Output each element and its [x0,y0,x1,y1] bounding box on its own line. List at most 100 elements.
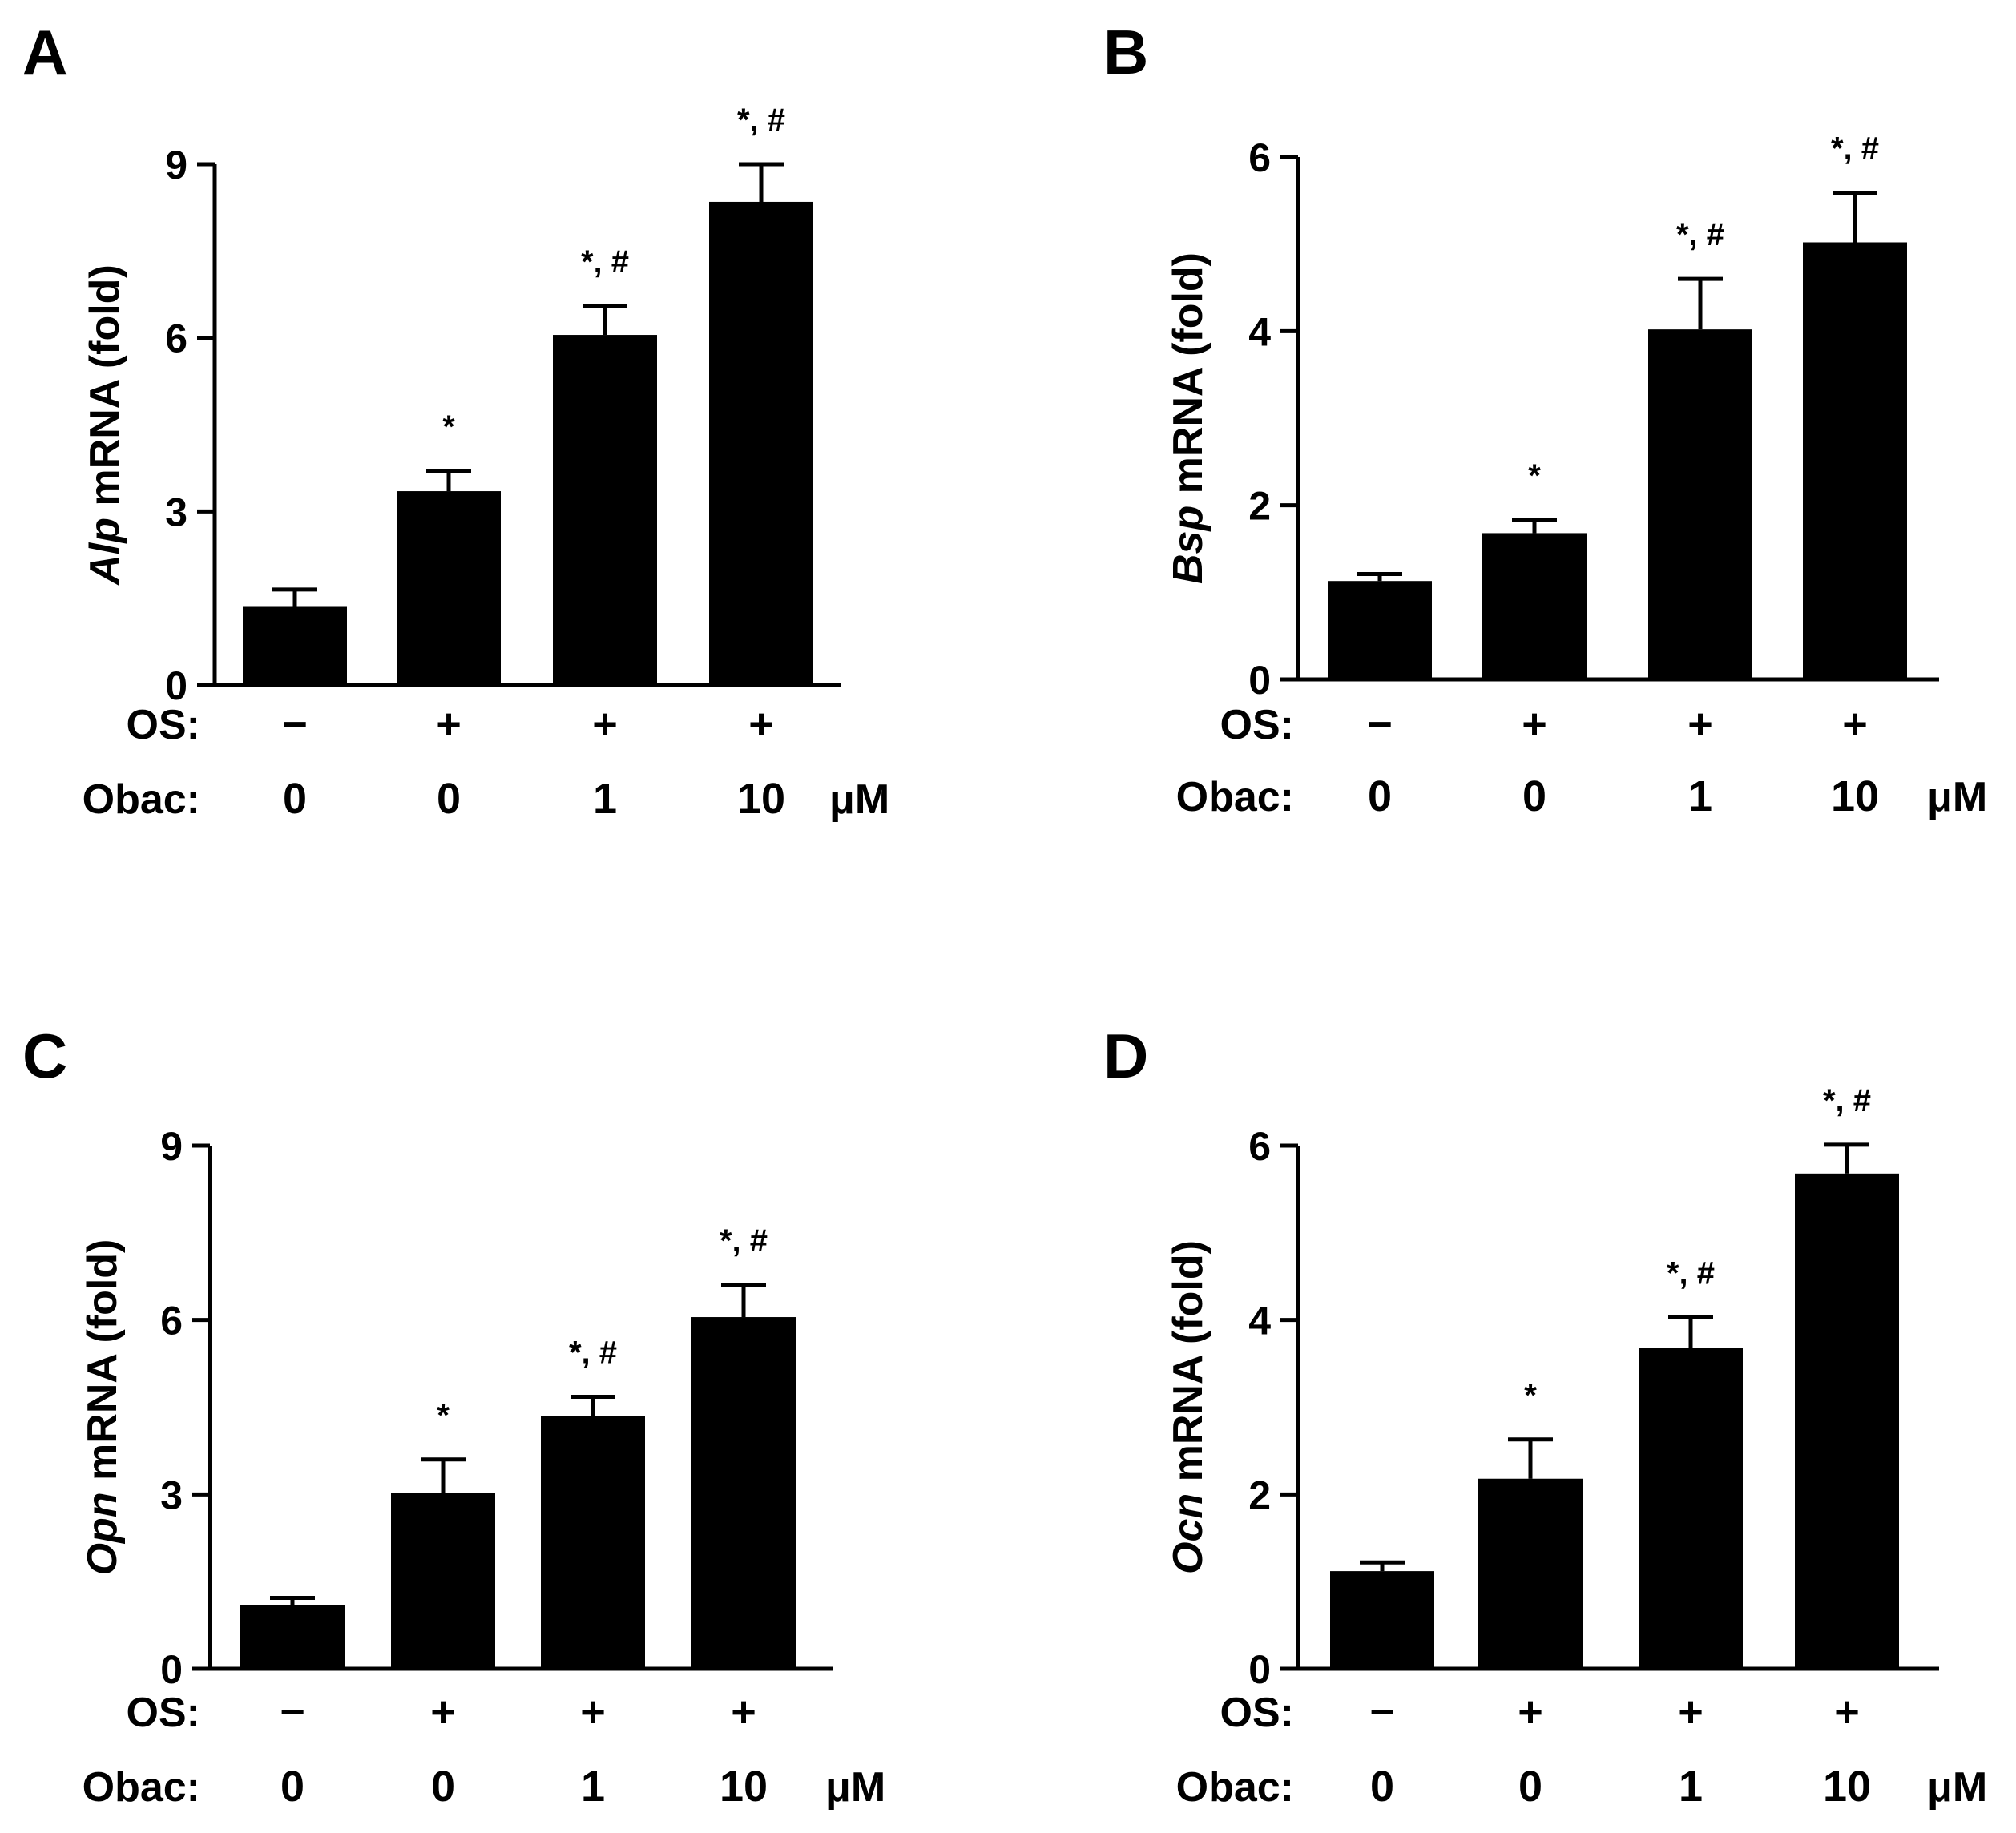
os-value-label: + [430,1688,456,1736]
y-tick-label: 6 [1248,1124,1271,1169]
y-tick-label: 9 [160,1124,183,1169]
significance-label: *, # [737,103,785,138]
bar [1328,581,1432,679]
bar [391,1493,495,1669]
chart-panel-a: A 0 3 6 9 Alp mRNA (fold) − 0 * +0 *, # +1 *, # +10 OS… [22,17,889,823]
obac-row-label: Obac: [83,1764,200,1811]
y-axis-title-unit: mRNA (fold) [79,1239,126,1493]
unit-label: μM [829,776,889,823]
significance-label: *, # [1823,1083,1871,1118]
significance-label: *, # [720,1223,768,1259]
y-axis-title: Opn mRNA (fold) [79,1239,126,1576]
obac-value-label: 0 [437,775,461,823]
os-value-label: − [1367,700,1393,748]
obac-value-label: 1 [1679,1762,1703,1811]
y-axis-title-unit: mRNA (fold) [1165,252,1212,506]
os-value-label: − [282,700,308,748]
significance-label: *, # [581,244,629,280]
os-value-label: + [1518,1688,1543,1736]
bar [553,335,657,685]
bar [541,1416,645,1669]
y-tick-label: 9 [165,143,187,187]
obac-value-label: 10 [737,775,785,823]
y-tick-label: 0 [1248,658,1271,703]
unit-label: μM [1927,774,1987,820]
bar [1330,1571,1434,1669]
y-tick-label: 3 [160,1472,183,1517]
obac-value-label: 0 [431,1762,455,1811]
significance-label: * [1528,458,1541,494]
obac-value-label: 10 [720,1762,768,1811]
y-axis-title-gene: Bsp [1165,506,1212,584]
obac-value-label: 1 [581,1762,605,1811]
significance-label: *, # [1831,131,1879,167]
y-tick-label: 0 [1248,1647,1271,1692]
obac-value-label: 0 [1522,772,1546,820]
y-tick-label: 0 [160,1647,183,1692]
y-tick-label: 4 [1248,1299,1271,1344]
bar [243,606,347,685]
os-value-label: + [748,700,774,748]
bar [691,1317,796,1669]
chart-panel-b: B 0 2 4 6 Bsp mRNA (fold) − 0 * +0 *, # +1 *, # +10 OS… [1103,17,1987,820]
chart-panel-d: D 0 2 4 6 Ocn mRNA (fold) − 0 * +0 *, # +1 *, # +10 OS… [1103,1021,1987,1811]
chart-panel-c: C 0 3 6 9 Opn mRNA (fold) − 0 * +0 *, # +1 *, # +10 OS… [22,1021,885,1811]
y-tick-label: 6 [160,1299,183,1344]
y-axis-title-unit: mRNA (fold) [1165,1240,1212,1493]
os-row-label: OS: [127,702,200,748]
y-axis-title-gene: Ocn [1165,1493,1212,1574]
os-value-label: − [280,1688,305,1736]
obac-value-label: 0 [1518,1762,1542,1811]
obac-value-label: 0 [1370,1762,1394,1811]
y-tick-label: 2 [1248,484,1271,529]
os-value-label: − [1369,1688,1395,1736]
y-axis-title-gene: Alp [82,518,128,586]
bar [1478,1478,1583,1669]
y-axis-title-gene: Opn [79,1492,126,1575]
os-value-label: + [1834,1688,1860,1736]
obac-value-label: 10 [1831,772,1879,820]
os-value-label: + [731,1688,756,1736]
obac-row-label: Obac: [1176,774,1294,820]
obac-value-label: 0 [283,775,307,823]
os-value-label: + [1687,700,1713,748]
y-tick-label: 6 [1248,135,1271,180]
os-row-label: OS: [1220,1690,1294,1736]
bar [1795,1173,1899,1669]
panel-letter: A [22,17,67,87]
os-value-label: + [592,700,618,748]
os-value-label: + [1522,700,1547,748]
obac-value-label: 0 [1368,772,1392,820]
y-tick-label: 6 [165,316,187,361]
unit-label: μM [1927,1764,1987,1811]
y-tick-label: 0 [165,663,187,708]
y-tick-label: 3 [165,489,187,534]
significance-label: * [1524,1378,1537,1413]
significance-label: *, # [1676,217,1724,252]
unit-label: μM [825,1764,885,1811]
os-value-label: + [580,1688,606,1736]
bar [1803,242,1907,679]
y-axis-title-unit: mRNA (fold) [82,264,128,518]
y-axis-title: Ocn mRNA (fold) [1165,1240,1212,1574]
obac-value-label: 1 [593,775,617,823]
obac-row-label: Obac: [83,776,200,823]
bar [397,491,501,685]
bar [1482,533,1587,679]
y-tick-label: 2 [1248,1472,1271,1517]
bar [1648,329,1752,679]
significance-label: * [437,1398,450,1433]
obac-value-label: 10 [1823,1762,1871,1811]
obac-value-label: 0 [280,1762,304,1811]
bar [240,1605,345,1669]
bar [709,201,813,685]
os-value-label: + [436,700,462,748]
y-axis-title: Alp mRNA (fold) [82,264,128,586]
y-tick-label: 4 [1248,309,1271,354]
significance-label: *, # [1667,1255,1715,1291]
y-axis-title: Bsp mRNA (fold) [1165,252,1212,584]
significance-label: * [442,409,455,445]
os-row-label: OS: [1220,702,1294,748]
panel-letter: C [22,1021,67,1091]
